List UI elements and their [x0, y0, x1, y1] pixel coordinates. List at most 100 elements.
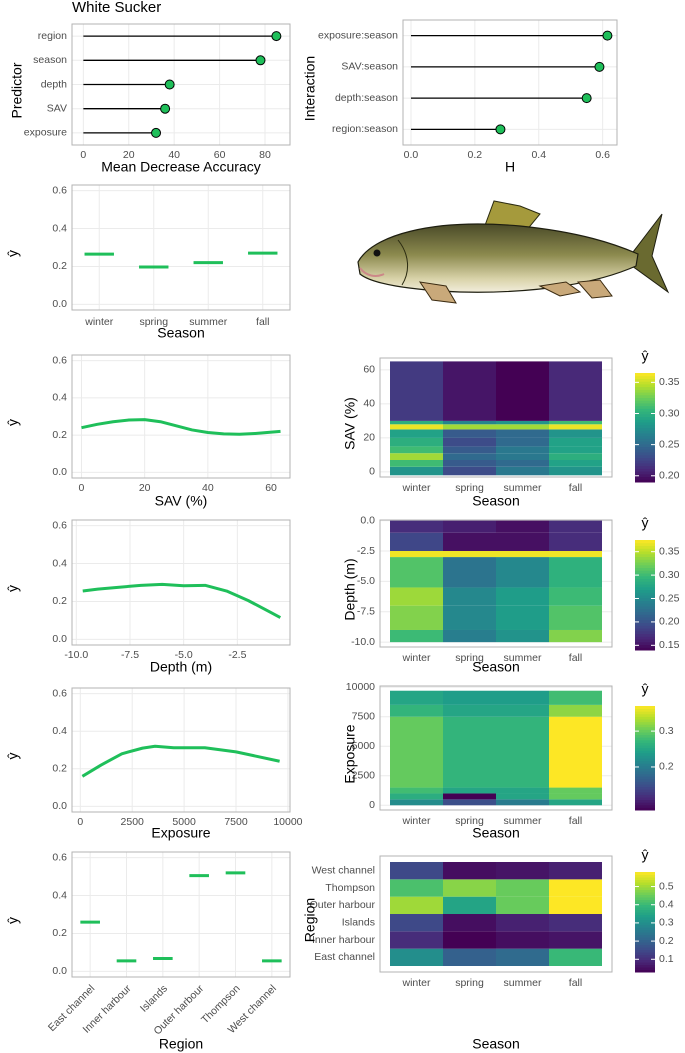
- colorbar-step: [635, 446, 655, 450]
- y-tick-label: 0.0: [52, 633, 67, 645]
- heat-cell: [443, 361, 496, 421]
- colorbar-step: [635, 460, 655, 464]
- y-tick-label: 0.0: [52, 965, 67, 977]
- panel-border: [402, 19, 618, 146]
- colorbar-step: [635, 799, 655, 803]
- heat-cell: [496, 429, 549, 438]
- panel-border: [71, 354, 291, 479]
- heat-cell: [549, 799, 602, 806]
- colorbar-step: [635, 586, 655, 590]
- y-tick-label: 0.0: [52, 800, 67, 812]
- colorbar-step: [635, 719, 655, 723]
- y-tick-label: 0.2: [52, 429, 67, 441]
- colorbar-step: [635, 427, 655, 431]
- colorbar-step: [635, 734, 655, 738]
- colorbar-step: [635, 465, 655, 469]
- panel-border: [379, 357, 613, 478]
- heat-cell: [443, 629, 496, 643]
- pd-line: [81, 744, 280, 778]
- colorbar-title: ŷ: [642, 348, 649, 364]
- colorbar-step: [635, 633, 655, 637]
- y-tick-label: 0: [369, 799, 375, 811]
- heat-cell: [549, 914, 602, 932]
- x-tick-label: Islands: [138, 983, 170, 1015]
- colorbar-step: [635, 776, 655, 780]
- colorbar-step: [635, 589, 655, 593]
- x-tick-label: 0: [80, 149, 86, 161]
- colorbar-step: [635, 639, 655, 643]
- heat-cell: [549, 862, 602, 880]
- lollipop-dot: [581, 93, 592, 104]
- colorbar-step: [635, 922, 655, 925]
- heat-cell: [443, 587, 496, 606]
- heat-cell: [390, 914, 443, 932]
- x-tick-label: fall: [256, 316, 269, 328]
- colorbar-step: [635, 548, 655, 552]
- heat-cell: [496, 453, 549, 460]
- y-tick-label: 5000: [352, 740, 376, 752]
- heat-cell: [443, 716, 496, 788]
- colorbar-step: [635, 430, 655, 434]
- x-tick-label: spring: [455, 815, 484, 827]
- colorbar-step: [635, 887, 655, 890]
- colorbar-step: [635, 636, 655, 640]
- x-tick-label: -7.5: [121, 649, 139, 661]
- colorbar-step: [635, 578, 655, 582]
- colorbar-tick-label: 0.20: [659, 470, 680, 482]
- heat-cell: [496, 793, 549, 800]
- y-tick-label: -5.0: [357, 575, 375, 587]
- y-tick-label: SAV:season: [341, 61, 398, 73]
- x-tick-label: 80: [259, 149, 271, 161]
- colorbar-step: [635, 424, 655, 428]
- heat-cell: [549, 931, 602, 949]
- x-tick-label: spring: [139, 316, 168, 328]
- colorbar-title: ŷ: [642, 515, 649, 531]
- heat-cell: [496, 466, 549, 476]
- colorbar-step: [635, 724, 655, 728]
- heat-cell: [496, 460, 549, 467]
- colorbar-step: [635, 600, 655, 604]
- y-tick-label: depth:season: [335, 92, 398, 104]
- heat-cell: [443, 420, 496, 425]
- colorbar-tick-label: 0.5: [659, 880, 674, 892]
- colorbar-step: [635, 581, 655, 585]
- colorbar-step: [635, 897, 655, 900]
- colorbar-step: [635, 952, 655, 955]
- heat-cell: [390, 793, 443, 800]
- heat-cell: [443, 948, 496, 966]
- y-tick-label: 0.2: [52, 260, 67, 272]
- y-tick-label: Thompson: [325, 882, 375, 894]
- colorbar-step: [635, 397, 655, 401]
- colorbar-step: [635, 884, 655, 888]
- heat-cell: [390, 931, 443, 949]
- heat-cell: [390, 587, 443, 606]
- heat-cell: [496, 629, 549, 643]
- x-tick-label: winter: [401, 977, 431, 989]
- colorbar-step: [635, 443, 655, 448]
- heat-cell: [496, 931, 549, 949]
- colorbar-step: [635, 773, 655, 777]
- colorbar-step: [635, 584, 655, 588]
- y-tick-label: 0.4: [52, 557, 67, 569]
- heat-cell: [390, 629, 443, 643]
- colorbar-step: [635, 471, 655, 475]
- y-tick-label: 0.6: [52, 851, 67, 863]
- colorbar-step: [635, 892, 655, 895]
- x-tick-label: 5000: [172, 816, 196, 828]
- colorbar-step: [635, 573, 655, 577]
- y-tick-label: region: [38, 30, 67, 42]
- panel-border: [71, 519, 291, 646]
- pd-line: [82, 582, 282, 619]
- colorbar-step: [635, 964, 655, 968]
- x-tick-label: winter: [401, 482, 431, 494]
- heat-cell: [390, 460, 443, 467]
- y-tick-label: Outer harbour: [310, 899, 376, 911]
- colorbar-tick-label: 0.15: [659, 639, 680, 651]
- y-tick-label: 0.4: [52, 725, 67, 737]
- y-tick-label: 0.6: [52, 184, 67, 196]
- y-axis-title: Predictor: [9, 62, 25, 118]
- lollipop-dot: [151, 127, 162, 138]
- heat-cell: [496, 948, 549, 966]
- heat-cell: [549, 704, 602, 717]
- y-tick-label: 0.0: [52, 466, 67, 478]
